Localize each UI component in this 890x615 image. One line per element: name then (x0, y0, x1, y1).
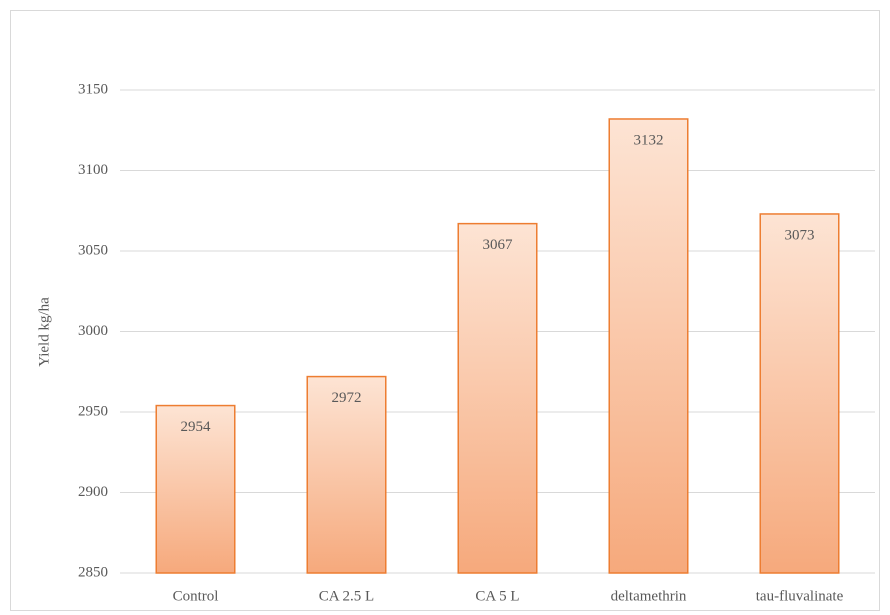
x-tick-label: CA 2.5 L (319, 588, 374, 604)
y-axis-label: Yield kg/ha (36, 297, 52, 367)
bar (759, 213, 840, 574)
y-tick-label: 2900 (78, 484, 108, 500)
value-label: 2954 (181, 419, 212, 435)
y-tick-label: 3000 (78, 323, 108, 339)
x-tick-label: tau-fluvalinate (756, 588, 844, 604)
bar (608, 118, 689, 574)
x-tick-label: deltamethrin (611, 588, 687, 604)
y-tick-label: 2850 (78, 564, 108, 580)
value-label: 3073 (785, 227, 815, 243)
value-label: 2972 (332, 390, 362, 406)
bar (306, 375, 387, 574)
y-tick-label: 2950 (78, 403, 108, 419)
y-tick-label: 3050 (78, 242, 108, 258)
y-tick-label: 3150 (78, 81, 108, 97)
bar (155, 404, 236, 574)
y-tick-label: 3100 (78, 162, 108, 178)
x-tick-label: CA 5 L (475, 588, 519, 604)
x-tick-label: Control (173, 588, 219, 604)
bar (457, 222, 538, 574)
chart-border (10, 10, 880, 611)
value-label: 3132 (634, 132, 664, 148)
value-label: 3067 (483, 237, 514, 253)
